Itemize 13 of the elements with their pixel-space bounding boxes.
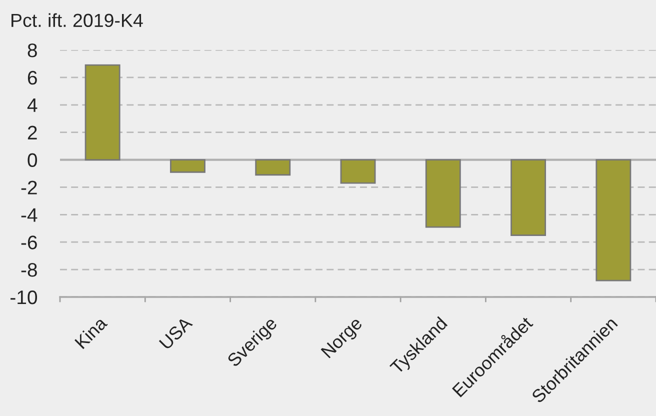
y-tick-label: 6 xyxy=(28,70,37,85)
y-tick-label: 2 xyxy=(28,126,37,140)
y-axis-title: Pct. ift. 2019-K4 xyxy=(12,13,143,28)
y-tick-label: 4 xyxy=(27,98,38,112)
y-tick-label: -6 xyxy=(21,236,37,250)
y-tick-label: -10 xyxy=(10,290,38,304)
x-tick-label: Kina xyxy=(74,315,108,350)
x-tick-label: USA xyxy=(158,316,194,350)
y-tick-label: -4 xyxy=(21,208,38,222)
y-tick-label: -8 xyxy=(21,263,37,277)
y-tick-label: 0 xyxy=(28,153,38,168)
y-tick-label: 8 xyxy=(28,43,37,58)
y-tick-label: -2 xyxy=(21,180,37,194)
